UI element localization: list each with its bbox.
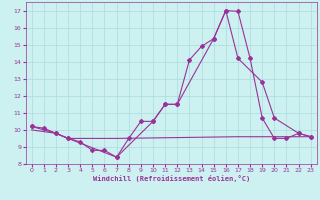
- X-axis label: Windchill (Refroidissement éolien,°C): Windchill (Refroidissement éolien,°C): [92, 175, 250, 182]
